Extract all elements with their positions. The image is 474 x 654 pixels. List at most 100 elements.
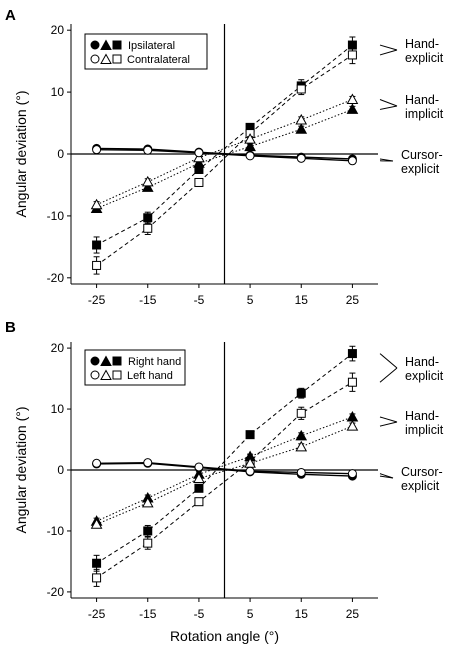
annotation-label-line: Hand- xyxy=(405,355,439,369)
square-marker xyxy=(296,408,306,418)
square-marker xyxy=(112,370,122,380)
legend-label: Contralateral xyxy=(127,54,190,66)
annotation-pointer xyxy=(379,49,398,56)
triangle-marker xyxy=(295,429,308,441)
triangle-marker xyxy=(295,113,308,125)
y-tick-label: -10 xyxy=(47,524,65,538)
annotation-pointer xyxy=(379,44,398,51)
x-tick-label: 25 xyxy=(346,293,360,307)
annotation-pointer xyxy=(379,416,398,423)
triangle-marker xyxy=(193,472,205,484)
circle-marker xyxy=(92,458,102,468)
x-axis-label: Rotation angle (°) xyxy=(170,628,279,644)
square-marker xyxy=(245,430,255,440)
x-tick-label: -25 xyxy=(88,607,106,621)
annotation-label-line: Cursor- xyxy=(401,148,443,162)
annotation-label-line: implicit xyxy=(405,107,444,121)
y-axis-label: Angular deviation (°) xyxy=(13,407,29,534)
panel-b: B -20 -10 0 10 20 -25 -15 -5 5 15 25 Angular deviati… xyxy=(5,319,444,644)
series-line-cursor-explicit-left xyxy=(96,461,353,475)
y-tick-label: -20 xyxy=(47,271,65,285)
legend-label: Right hand xyxy=(128,356,181,368)
triangle-marker xyxy=(141,181,154,192)
series-line-hand-implicit-contralateral xyxy=(96,99,353,206)
series-line-hand-explicit-right xyxy=(96,353,353,564)
square-marker xyxy=(194,497,204,507)
square-marker xyxy=(112,356,122,366)
annotation-pointer xyxy=(379,353,398,369)
annotation-pointer xyxy=(379,105,398,110)
legend-label: Ipsilateral xyxy=(128,40,175,52)
circle-marker xyxy=(296,467,306,477)
circle-marker xyxy=(194,462,204,472)
triangle-marker xyxy=(193,157,205,168)
series-line-hand-explicit-ipsilateral xyxy=(96,44,353,246)
triangle-marker xyxy=(100,39,112,50)
y-tick-label: 10 xyxy=(51,402,65,416)
square-marker xyxy=(296,84,306,94)
annotation-label-line: explicit xyxy=(401,162,440,176)
square-marker xyxy=(347,377,357,387)
square-marker xyxy=(194,483,204,493)
triangle-marker xyxy=(244,140,256,152)
annotation-label-line: explicit xyxy=(405,51,444,65)
square-marker xyxy=(112,40,122,50)
circle-marker xyxy=(245,151,255,161)
square-marker xyxy=(143,213,153,223)
annotation-label-line: Hand- xyxy=(405,93,439,107)
circle-marker xyxy=(296,153,306,163)
triangle-marker xyxy=(346,103,359,114)
annotation-pointer xyxy=(379,473,394,479)
panel-a: A -20 -10 0 10 20 -25 -15 -5 5 15 25 Angular deviati… xyxy=(5,7,444,307)
triangle-marker xyxy=(295,123,308,134)
triangle-marker xyxy=(100,355,112,366)
annotation-pointer xyxy=(379,421,398,427)
series-line-hand-explicit-left xyxy=(96,381,353,579)
annotation-label-line: Hand- xyxy=(405,409,439,423)
x-tick-label: 5 xyxy=(247,293,254,307)
annotation-pointer xyxy=(379,367,398,383)
circle-marker xyxy=(92,145,102,155)
triangle-marker xyxy=(90,518,103,529)
square-marker xyxy=(92,260,102,270)
circle-marker xyxy=(347,156,357,166)
x-tick-label: -25 xyxy=(88,293,106,307)
circle-marker xyxy=(143,458,153,468)
x-tick-label: 15 xyxy=(295,607,309,621)
panel-letter: A xyxy=(5,7,16,24)
triangle-marker xyxy=(346,420,359,431)
x-tick-label: -5 xyxy=(194,607,205,621)
triangle-marker xyxy=(346,410,359,422)
legend: Ipsilateral Contralateral xyxy=(84,33,208,70)
square-marker xyxy=(347,50,357,60)
square-marker xyxy=(296,388,306,398)
square-marker xyxy=(347,349,357,359)
circle-marker xyxy=(245,466,255,476)
y-axis-label: Angular deviation (°) xyxy=(13,91,29,218)
x-tick-label: 15 xyxy=(295,293,309,307)
triangle-marker xyxy=(100,53,112,64)
square-marker xyxy=(194,177,204,187)
annotation-label-line: explicit xyxy=(401,479,440,493)
annotation-label-line: implicit xyxy=(405,423,444,437)
panel-letter: B xyxy=(5,319,16,336)
x-tick-label: -5 xyxy=(194,293,205,307)
series-line-hand-implicit-right xyxy=(96,416,353,522)
circle-marker xyxy=(143,145,153,155)
square-marker xyxy=(92,573,102,583)
circle-marker xyxy=(194,148,204,158)
series-line-hand-implicit-ipsilateral xyxy=(96,108,353,209)
circle-marker xyxy=(90,356,100,366)
legend-label: Left hand xyxy=(127,370,173,382)
circle-marker xyxy=(90,54,100,64)
legend: Right hand Left hand xyxy=(84,349,186,386)
triangle-marker xyxy=(295,440,308,452)
square-marker xyxy=(112,54,122,64)
square-marker xyxy=(143,538,153,548)
annotation-label-line: explicit xyxy=(405,369,444,383)
triangle-marker xyxy=(90,198,103,210)
square-marker xyxy=(143,526,153,536)
series-line-cursor-explicit-contralateral xyxy=(96,148,353,162)
triangle-marker xyxy=(141,175,154,187)
